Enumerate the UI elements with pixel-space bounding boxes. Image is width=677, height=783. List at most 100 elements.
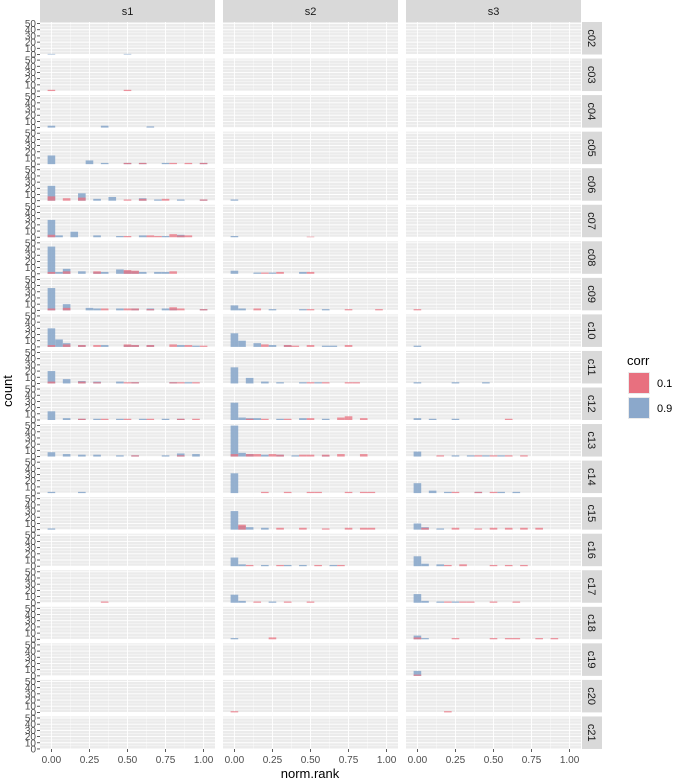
bar-corr-0_9	[413, 382, 422, 384]
bar-corr-0_9	[428, 418, 437, 420]
bar-corr-0_1	[176, 382, 185, 384]
bar-corr-0_9	[47, 328, 56, 347]
row-strip-label: c09	[585, 285, 597, 303]
bar-corr-0_9	[413, 451, 422, 457]
bar-corr-0_1	[93, 271, 101, 274]
y-tick-label: 10	[25, 80, 37, 91]
row-strip-background	[582, 241, 602, 274]
bar-corr-0_9	[93, 454, 101, 457]
facet-panel-s1-c18	[40, 606, 215, 640]
y-tick-label: 40	[25, 537, 37, 548]
y-tick-label: 40	[25, 171, 37, 182]
bar-corr-0_9	[238, 600, 246, 603]
y-axis-title: count	[0, 375, 15, 407]
bar-corr-0_9	[154, 199, 162, 201]
bar-corr-0_9	[482, 455, 490, 457]
bar-corr-0_9	[230, 511, 239, 530]
y-tick-label: 20	[25, 440, 37, 451]
bar-corr-0_9	[230, 594, 239, 603]
bar-corr-0_9	[47, 185, 56, 201]
bar-corr-0_9	[276, 382, 284, 384]
facet-panel-s1-c06	[40, 168, 215, 202]
row-strip-label: c03	[585, 66, 597, 84]
col-strip-background	[223, 0, 398, 22]
bar-corr-0_9	[116, 418, 124, 420]
y-tick-label: 0	[30, 744, 36, 755]
bar-corr-0_9	[421, 600, 429, 603]
bar-corr-0_1	[359, 454, 368, 457]
y-tick-label: 0	[30, 671, 36, 682]
bar-corr-0_9	[116, 455, 124, 457]
y-tick-label: 50	[25, 531, 37, 542]
facet-panel-s1-c19	[40, 643, 215, 677]
y-tick-label: 20	[25, 586, 37, 597]
bar-corr-0_9	[512, 491, 521, 494]
bar-corr-0_1	[123, 236, 132, 238]
bar-corr-0_9	[238, 308, 246, 311]
bar-corr-0_9	[261, 454, 269, 457]
bar-corr-0_1	[489, 491, 498, 494]
y-tick-label: 10	[25, 629, 37, 640]
row-strip-background	[582, 314, 602, 347]
row-strip-background	[582, 424, 602, 457]
bar-corr-0_1	[199, 309, 208, 311]
y-tick-label: 40	[25, 573, 37, 584]
y-tick-label: 20	[25, 476, 37, 487]
y-tick-label: 10	[25, 190, 37, 201]
y-tick-label: 40	[25, 500, 37, 511]
bar-corr-0_1	[291, 345, 300, 347]
bar-corr-0_1	[535, 638, 543, 640]
bar-corr-0_9	[161, 418, 170, 420]
x-tick-label: 0.25	[80, 755, 100, 766]
bar-corr-0_9	[413, 418, 422, 420]
bar-corr-0_9	[413, 556, 422, 567]
bar-corr-0_1	[520, 527, 528, 530]
bar-corr-0_1	[466, 601, 475, 603]
bar-corr-0_9	[176, 199, 185, 201]
bar-corr-0_9	[299, 564, 307, 567]
y-tick-label: 30	[25, 68, 37, 79]
bar-corr-0_9	[230, 473, 239, 494]
bar-corr-0_9	[436, 601, 445, 603]
row-strip-c06: c06	[582, 168, 602, 201]
bar-corr-0_1	[512, 601, 521, 603]
facet-panel-s1-c13	[40, 424, 215, 457]
y-tick-label: 50	[25, 129, 37, 140]
row-strip-background	[582, 277, 602, 311]
y-tick-label: 0	[30, 269, 36, 280]
row-strip-c10: c10	[582, 314, 602, 347]
bar-corr-0_1	[253, 454, 262, 457]
row-strip-c13: c13	[582, 424, 602, 457]
bar-corr-0_1	[93, 345, 101, 347]
legend-label: 0.9	[657, 403, 672, 415]
axes: 0102030405001020304050010203040500102030…	[25, 19, 580, 766]
bar-corr-0_9	[451, 455, 460, 457]
facet-panel-s2-c15	[223, 497, 398, 531]
col-strip-s2: s2	[223, 0, 398, 22]
bar-corr-0_1	[321, 454, 330, 457]
bar-corr-0_9	[93, 198, 101, 201]
bar-corr-0_9	[100, 125, 109, 128]
y-tick-label: 10	[25, 153, 37, 164]
bar-corr-0_1	[474, 455, 483, 457]
y-tick-label: 50	[25, 494, 37, 505]
bar-corr-0_1	[230, 454, 239, 457]
legend-entry-0_1: 0.1	[628, 372, 672, 394]
row-strip-label: c18	[585, 614, 597, 632]
x-tick-label: 0.00	[42, 755, 62, 766]
row-strip-background	[582, 168, 602, 201]
bar-corr-0_9	[78, 193, 86, 201]
bar-corr-0_9	[451, 382, 460, 384]
bar-corr-0_9	[47, 53, 56, 55]
y-tick-label: 10	[25, 446, 37, 457]
bar-corr-0_1	[123, 270, 132, 274]
bar-corr-0_9	[299, 309, 307, 311]
col-strip-s1: s1	[40, 0, 215, 22]
bar-corr-0_1	[344, 416, 353, 420]
bar-corr-0_1	[261, 344, 269, 347]
bar-corr-0_1	[413, 637, 422, 640]
y-tick-label: 20	[25, 549, 37, 560]
bar-corr-0_1	[344, 491, 353, 494]
bar-corr-0_1	[131, 345, 139, 347]
bar-corr-0_9	[253, 272, 262, 274]
